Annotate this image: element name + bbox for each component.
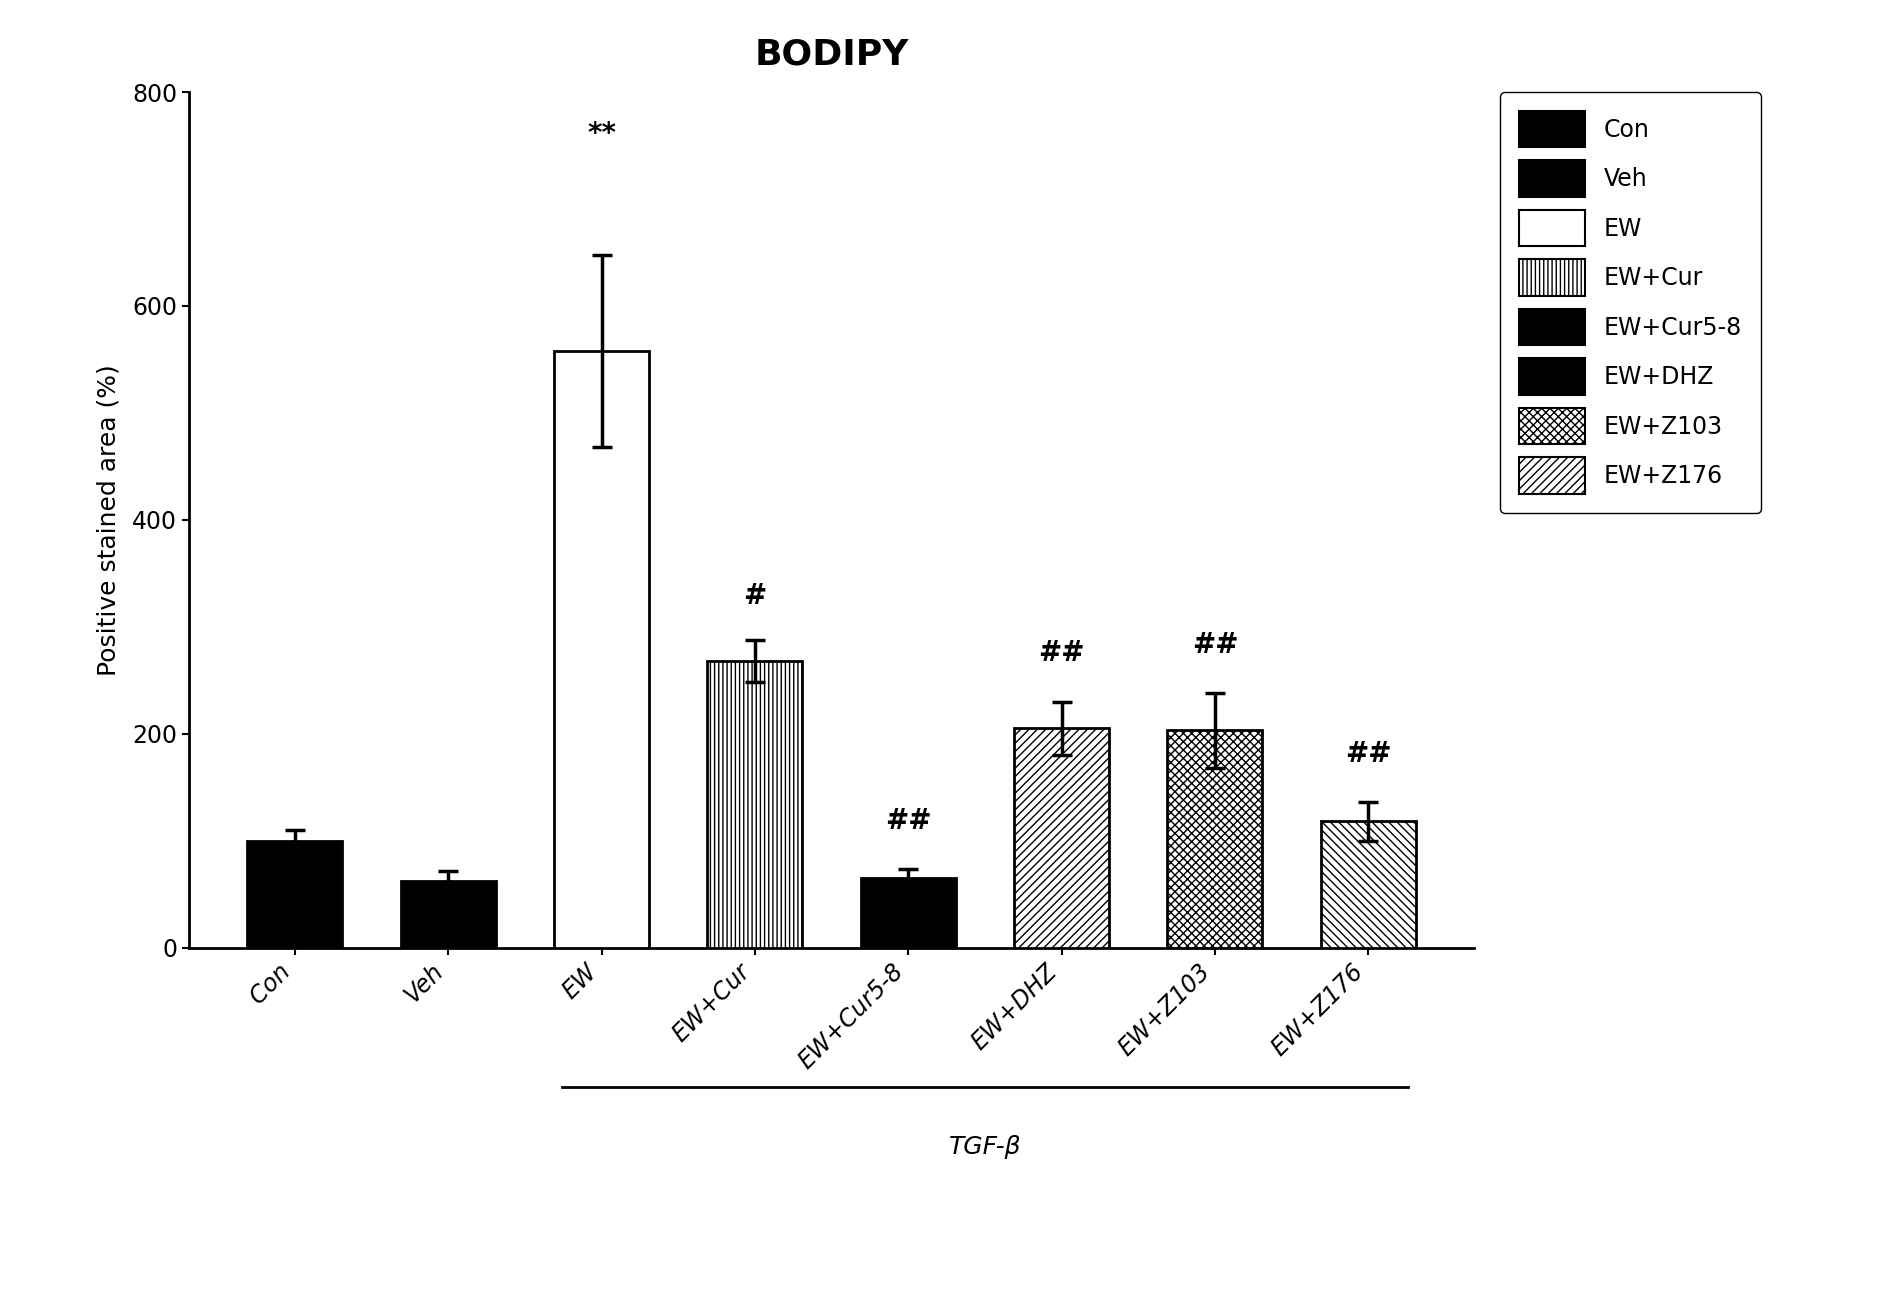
Bar xyxy=(247,841,342,948)
Bar xyxy=(1014,728,1109,948)
Y-axis label: Positive stained area (%): Positive stained area (%) xyxy=(96,365,121,675)
Text: **: ** xyxy=(587,120,616,147)
Bar xyxy=(553,351,648,948)
Text: #: # xyxy=(742,582,767,609)
Bar xyxy=(1167,730,1262,948)
Text: ##: ## xyxy=(1037,640,1084,667)
Bar xyxy=(400,882,495,948)
Text: ##: ## xyxy=(1192,630,1237,659)
Text: ##: ## xyxy=(884,807,931,836)
Legend: Con, Veh, EW, EW+Cur, EW+Cur5-8, EW+DHZ, EW+Z103, EW+Z176: Con, Veh, EW, EW+Cur, EW+Cur5-8, EW+DHZ,… xyxy=(1500,92,1761,513)
Bar xyxy=(706,661,803,948)
Text: ##: ## xyxy=(1345,740,1390,767)
Title: BODIPY: BODIPY xyxy=(754,37,909,71)
Bar xyxy=(859,878,956,948)
Text: TGF-β: TGF-β xyxy=(948,1134,1020,1158)
Bar xyxy=(1320,821,1415,948)
